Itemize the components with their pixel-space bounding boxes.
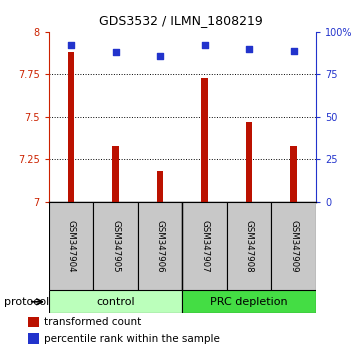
Bar (138, 202, 182, 290)
Bar (49, 202, 93, 290)
Bar (49, 290, 182, 313)
Bar (246, 122, 252, 202)
Bar (201, 78, 208, 202)
Text: GDS3532 / ILMN_1808219: GDS3532 / ILMN_1808219 (99, 14, 262, 27)
Point (246, 46, 252, 52)
Point (291, 48, 296, 53)
Bar (290, 146, 297, 202)
Bar (93, 202, 138, 290)
Bar (28, 333, 39, 344)
Bar (227, 202, 271, 290)
Text: transformed count: transformed count (44, 317, 141, 327)
Bar (68, 52, 74, 202)
Bar (28, 317, 39, 327)
Text: GSM347909: GSM347909 (289, 220, 298, 272)
Text: protocol: protocol (4, 297, 49, 307)
Bar (182, 290, 316, 313)
Point (157, 53, 163, 58)
Text: GSM347906: GSM347906 (156, 220, 165, 272)
Bar (157, 171, 164, 202)
Bar (112, 146, 119, 202)
Text: control: control (96, 297, 135, 307)
Text: percentile rank within the sample: percentile rank within the sample (44, 334, 219, 344)
Bar (182, 202, 227, 290)
Text: GSM347907: GSM347907 (200, 220, 209, 272)
Point (113, 50, 118, 55)
Point (68, 42, 74, 48)
Text: GSM347905: GSM347905 (111, 220, 120, 272)
Text: GSM347908: GSM347908 (245, 220, 253, 272)
Text: PRC depletion: PRC depletion (210, 297, 288, 307)
Text: GSM347904: GSM347904 (66, 220, 75, 272)
Bar (271, 202, 316, 290)
Point (202, 42, 208, 48)
